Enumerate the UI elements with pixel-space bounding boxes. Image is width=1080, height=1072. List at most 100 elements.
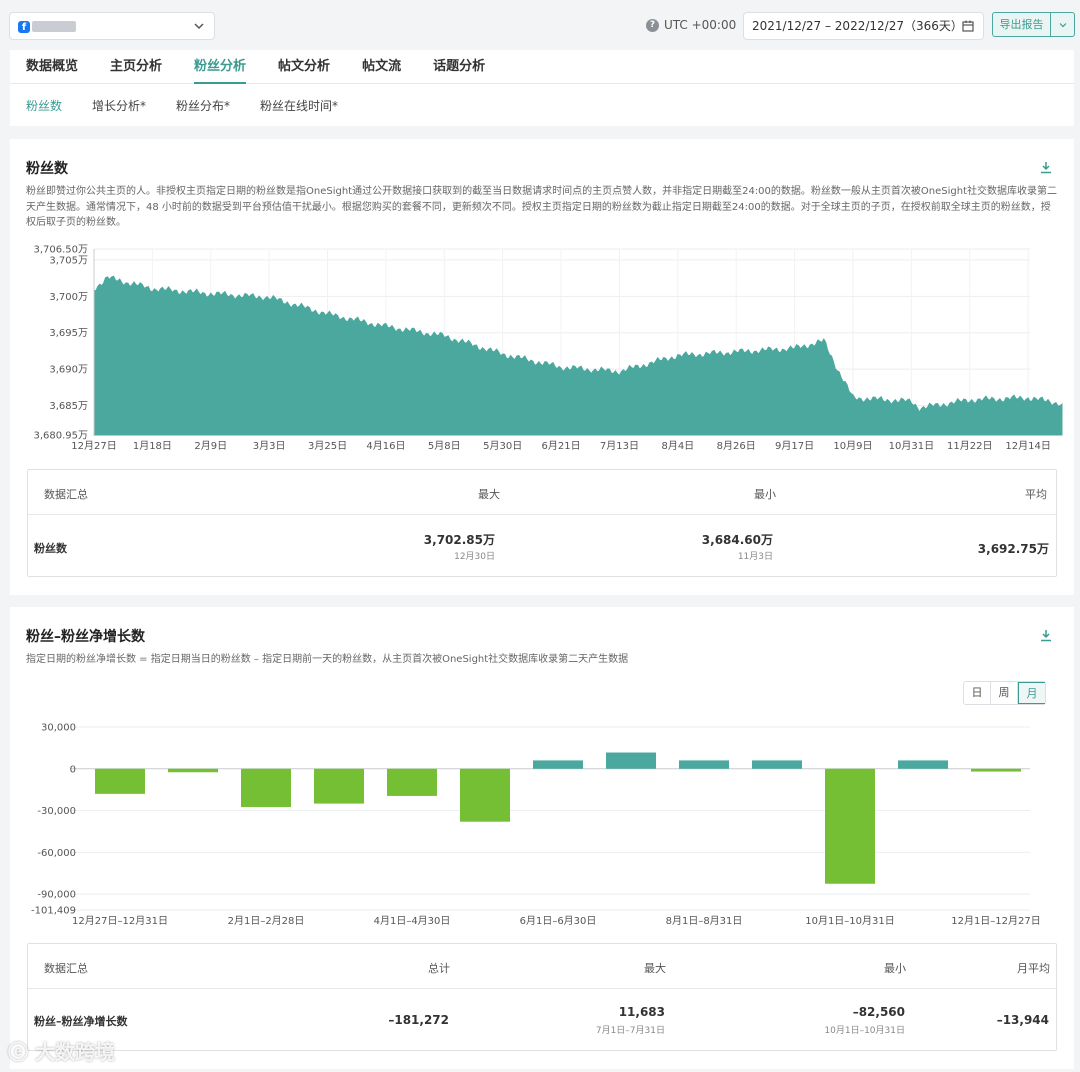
bar-9 [752, 760, 802, 769]
x-tick-label: 8月1日–8月31日 [666, 915, 743, 927]
y-tick-label: 3,706.50万 [33, 245, 88, 256]
x-tick-label: 9月17日 [775, 440, 814, 452]
x-tick-label: 5月8日 [428, 440, 461, 452]
granularity-day-button[interactable]: 日 [964, 682, 991, 704]
col-total: 总计 [428, 962, 450, 975]
x-tick-label: 5月30日 [483, 440, 522, 452]
max-date: 12月30日 [454, 552, 495, 562]
calendar-icon [962, 20, 974, 32]
tab-page-analysis[interactable]: 主页分析 [110, 59, 163, 74]
min-date: 11月3日 [737, 552, 773, 562]
subtab-online-time[interactable]: 粉丝在线时间* [260, 98, 339, 113]
x-tick-label: 12月1日–12月27日 [951, 915, 1041, 927]
col-max: 最大 [644, 962, 666, 975]
y-tick-label: -90,000 [37, 890, 76, 901]
x-tick-label: 2月9日 [194, 440, 227, 452]
y-tick-label: 30,000 [41, 723, 76, 734]
bar-10 [825, 768, 875, 884]
x-tick-label: 10月9日 [833, 440, 872, 452]
x-tick-label: 3月3日 [253, 440, 286, 452]
y-tick-label: 0 [70, 764, 76, 775]
x-tick-label: 10月1日–10月31日 [805, 915, 895, 927]
avg-value: –13,944 [996, 1013, 1049, 1027]
subtab-distribution[interactable]: 粉丝分布* [176, 98, 231, 113]
page-name-redacted [32, 21, 76, 32]
x-tick-label: 12月27日–12月31日 [72, 915, 168, 927]
main-tabs: 数据概览 主页分析 粉丝分析 帖文分析 帖文流 话题分析 [10, 50, 1074, 84]
summary-header: 数据汇总 最大 最小 平均 [28, 470, 1056, 515]
y-tick-label: 3,695万 [49, 328, 88, 339]
card-description: 指定日期的粉丝净增长数 = 指定日期当日的粉丝数 – 指定日期前一天的粉丝数，从… [26, 654, 629, 665]
granularity-toggle: 日 周 月 [963, 681, 1046, 705]
avg-value: 3,692.75万 [977, 542, 1049, 556]
row-label: 粉丝数 [34, 542, 67, 555]
card-description: 粉丝即赞过你公共主页的人。非授权主页指定日期的粉丝数是指OneSight通过公开… [26, 186, 1058, 228]
bar-1 [168, 768, 218, 773]
fans-area-series [93, 275, 1063, 436]
granularity-month-button[interactable]: 月 [1018, 682, 1045, 704]
tab-post-stream[interactable]: 帖文流 [362, 59, 402, 74]
export-report-label[interactable]: 导出报告 [993, 13, 1051, 36]
x-tick-label: 8月4日 [661, 440, 694, 452]
total-value: –181,272 [388, 1013, 449, 1027]
x-tick-label: 7月13日 [600, 440, 639, 452]
col-avg: 月平均 [1017, 962, 1050, 975]
y-tick-label: -101,409 [31, 906, 76, 917]
subtab-growth[interactable]: 增长分析* [92, 98, 147, 113]
x-tick-label: 1月18日 [133, 440, 172, 452]
card-title: 粉丝–粉丝净增长数 [26, 629, 145, 645]
date-range-picker[interactable]: 2021/12/27 – 2022/12/27（366天） [743, 12, 984, 40]
col-min: 最小 [884, 962, 906, 975]
subtab-fans-count[interactable]: 粉丝数 [26, 98, 63, 113]
page-selector[interactable]: f [9, 12, 215, 40]
bar-8 [679, 760, 729, 769]
facebook-icon: f [18, 21, 30, 33]
y-tick-label: 3,680.95万 [33, 431, 88, 442]
summary-header-label: 数据汇总 [44, 488, 88, 501]
date-range-label: 2021/12/27 – 2022/12/27（366天） [752, 19, 963, 33]
max-date: 7月1日–7月31日 [595, 1026, 665, 1036]
min-date: 10月1日–10月31日 [824, 1026, 905, 1036]
y-tick-label: 3,700万 [49, 292, 88, 303]
y-tick-label: -30,000 [37, 806, 76, 817]
bar-11 [898, 760, 948, 769]
x-tick-label: 8月26日 [717, 440, 756, 452]
fans-summary-table: 数据汇总 最大 最小 平均 粉丝数 3,702.85万 12月30日 3,684… [27, 469, 1057, 577]
help-icon[interactable]: ? [646, 18, 659, 32]
tab-post-analysis[interactable]: 帖文分析 [278, 59, 331, 74]
tab-overview[interactable]: 数据概览 [26, 59, 79, 74]
chevron-down-icon [194, 23, 204, 30]
x-tick-label: 2月1日–2月28日 [228, 915, 305, 927]
granularity-week-button[interactable]: 周 [991, 682, 1018, 704]
card-title: 粉丝数 [26, 161, 68, 177]
analysis-nav: 数据概览 主页分析 粉丝分析 帖文分析 帖文流 话题分析 粉丝数 增长分析* 粉… [10, 50, 1074, 126]
growth-summary-table: 数据汇总 总计 最大 最小 月平均 粉丝–粉丝净增长数 –181,272 11,… [27, 943, 1057, 1051]
export-report-button[interactable]: 导出报告 [992, 12, 1075, 37]
x-tick-label: 6月21日 [542, 440, 581, 452]
tab-topic-analysis[interactable]: 话题分析 [433, 59, 486, 74]
y-tick-label: 3,690万 [49, 365, 88, 376]
net-growth-bar-chart: 30,000 0 -30,000 -60,000 -90,000 -101,40912月2… [31, 723, 1041, 928]
timezone-label: UTC +00:00 [664, 18, 737, 32]
col-max: 最大 [478, 488, 500, 501]
min-value: –82,560 [852, 1005, 905, 1019]
tab-fans-analysis[interactable]: 粉丝分析 [178, 50, 262, 84]
fans-count-card: 粉丝数 粉丝即赞过你公共主页的人。非授权主页指定日期的粉丝数是指OneSight… [10, 139, 1074, 595]
max-value: 11,683 [618, 1005, 665, 1019]
bar-4 [387, 768, 437, 796]
download-icon[interactable] [1040, 161, 1052, 174]
max-value: 3,702.85万 [423, 533, 495, 547]
bar-0 [95, 768, 145, 794]
min-value: 3,684.60万 [701, 533, 773, 547]
col-avg: 平均 [1025, 488, 1047, 501]
top-bar: f ? UTC +00:00 2021/12/27 – 2022/12/27（3… [0, 0, 1080, 50]
chevron-down-icon [1059, 22, 1066, 27]
y-tick-label: -60,000 [37, 848, 76, 859]
y-tick-label: 3,685万 [49, 401, 88, 412]
net-growth-card: 粉丝–粉丝净增长数 指定日期的粉丝净增长数 = 指定日期当日的粉丝数 – 指定日… [10, 607, 1074, 1069]
x-tick-label: 12月27日 [71, 440, 116, 452]
download-icon[interactable] [1040, 629, 1052, 642]
bar-5 [460, 768, 510, 822]
export-dropdown-toggle[interactable] [1051, 13, 1074, 36]
x-tick-label: 11月22日 [947, 440, 992, 452]
